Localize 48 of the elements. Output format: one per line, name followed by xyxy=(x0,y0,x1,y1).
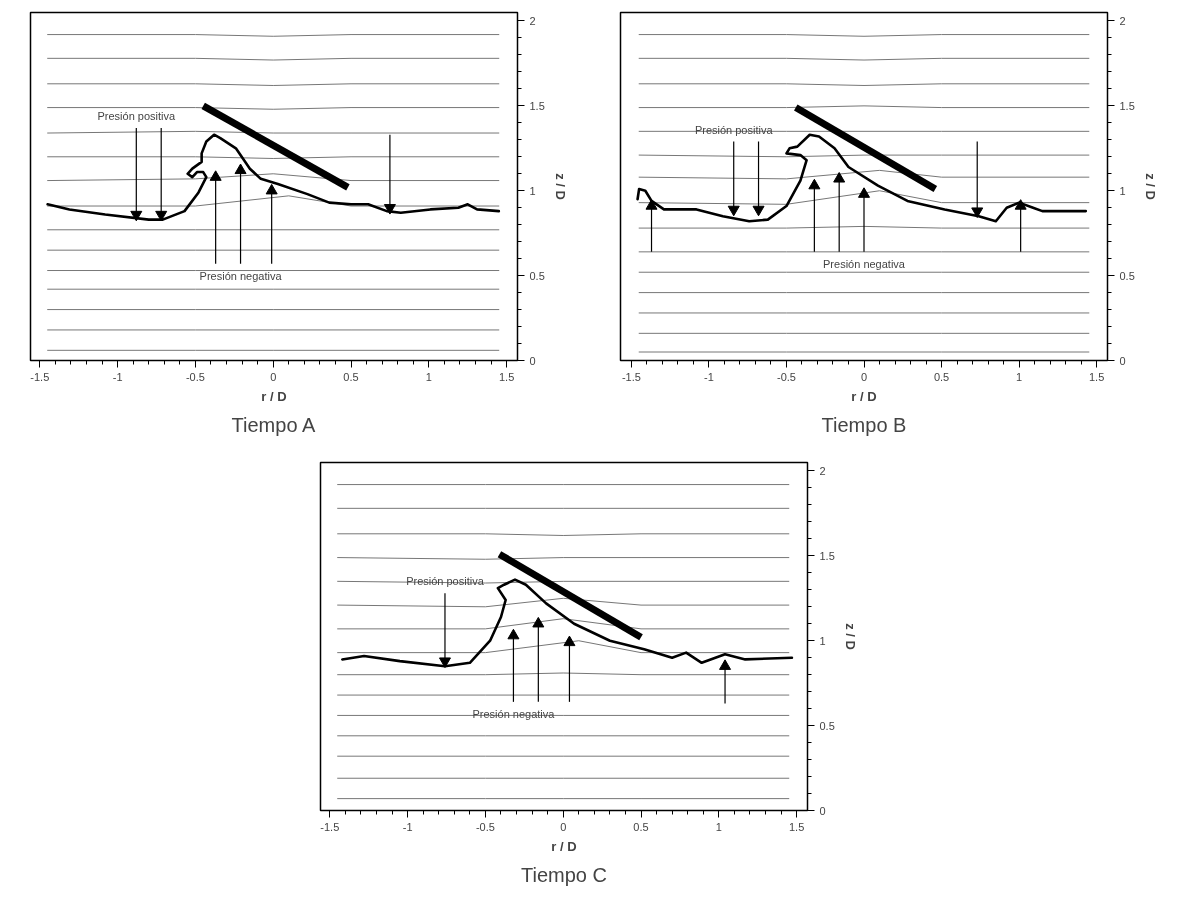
y-tick-label: 1.5 xyxy=(1119,99,1135,112)
x-tick-label: 1.5 xyxy=(788,820,805,833)
y-tick-label: 0.5 xyxy=(1119,269,1135,282)
y-tick-label: 0.5 xyxy=(819,719,835,732)
x-tick-label: 0 xyxy=(270,370,277,383)
x-tick-label: -1 xyxy=(112,370,123,383)
x-tick-label: 0 xyxy=(860,370,868,383)
x-tick-label: -1.5 xyxy=(621,370,641,383)
x-tick-label: -1.5 xyxy=(30,370,50,383)
y-tick-label: 0 xyxy=(1119,354,1126,367)
annotation: Presión positiva xyxy=(97,109,177,122)
x-tick-label: 0.5 xyxy=(343,370,359,383)
x-tick-label: 1 xyxy=(715,820,722,833)
x-tick-label: -0.5 xyxy=(776,370,796,383)
x-tick-label: -1 xyxy=(704,370,714,383)
y-tick-label: 0 xyxy=(819,804,826,817)
y-axis-title: z / D xyxy=(1142,173,1158,200)
text: Tiempo B xyxy=(821,413,907,436)
y-tick-label: 1.5 xyxy=(819,549,835,562)
x-tick-label: 1.5 xyxy=(498,370,515,383)
y-tick-label: 2 xyxy=(819,464,826,477)
x-tick-label: -0.5 xyxy=(475,820,495,833)
x-tick-label: 0 xyxy=(560,820,567,833)
x-axis-title: r / D xyxy=(851,388,877,404)
y-tick-label: 1 xyxy=(529,184,536,197)
y-tick-label: 2 xyxy=(1119,14,1126,27)
y-axis-title: z / D xyxy=(552,173,568,200)
annotation: Presión negativa xyxy=(199,269,283,282)
x-axis-title: r / D xyxy=(261,388,287,404)
y-tick-label: 1 xyxy=(819,634,826,647)
annotation: Presión negativa xyxy=(823,257,906,270)
x-tick-label: -1 xyxy=(402,820,413,833)
x-tick-label: -1.5 xyxy=(320,820,340,833)
x-tick-label: 1 xyxy=(425,370,432,383)
y-tick-label: 1.5 xyxy=(529,99,545,112)
y-tick-label: 0.5 xyxy=(529,269,545,282)
text: Tiempo A xyxy=(231,413,316,436)
x-tick-label: 0.5 xyxy=(933,370,950,383)
x-tick-label: 1.5 xyxy=(1089,370,1105,383)
x-tick-label: -0.5 xyxy=(185,370,205,383)
y-tick-label: 1 xyxy=(1119,184,1126,197)
y-tick-label: 0 xyxy=(529,354,536,367)
y-axis-title: z / D xyxy=(842,623,858,650)
x-tick-label: 1 xyxy=(1016,370,1023,383)
x-axis-title: r / D xyxy=(551,838,577,854)
y-tick-label: 2 xyxy=(529,14,536,27)
text: Tiempo C xyxy=(521,863,607,886)
x-tick-label: 0.5 xyxy=(633,820,649,833)
